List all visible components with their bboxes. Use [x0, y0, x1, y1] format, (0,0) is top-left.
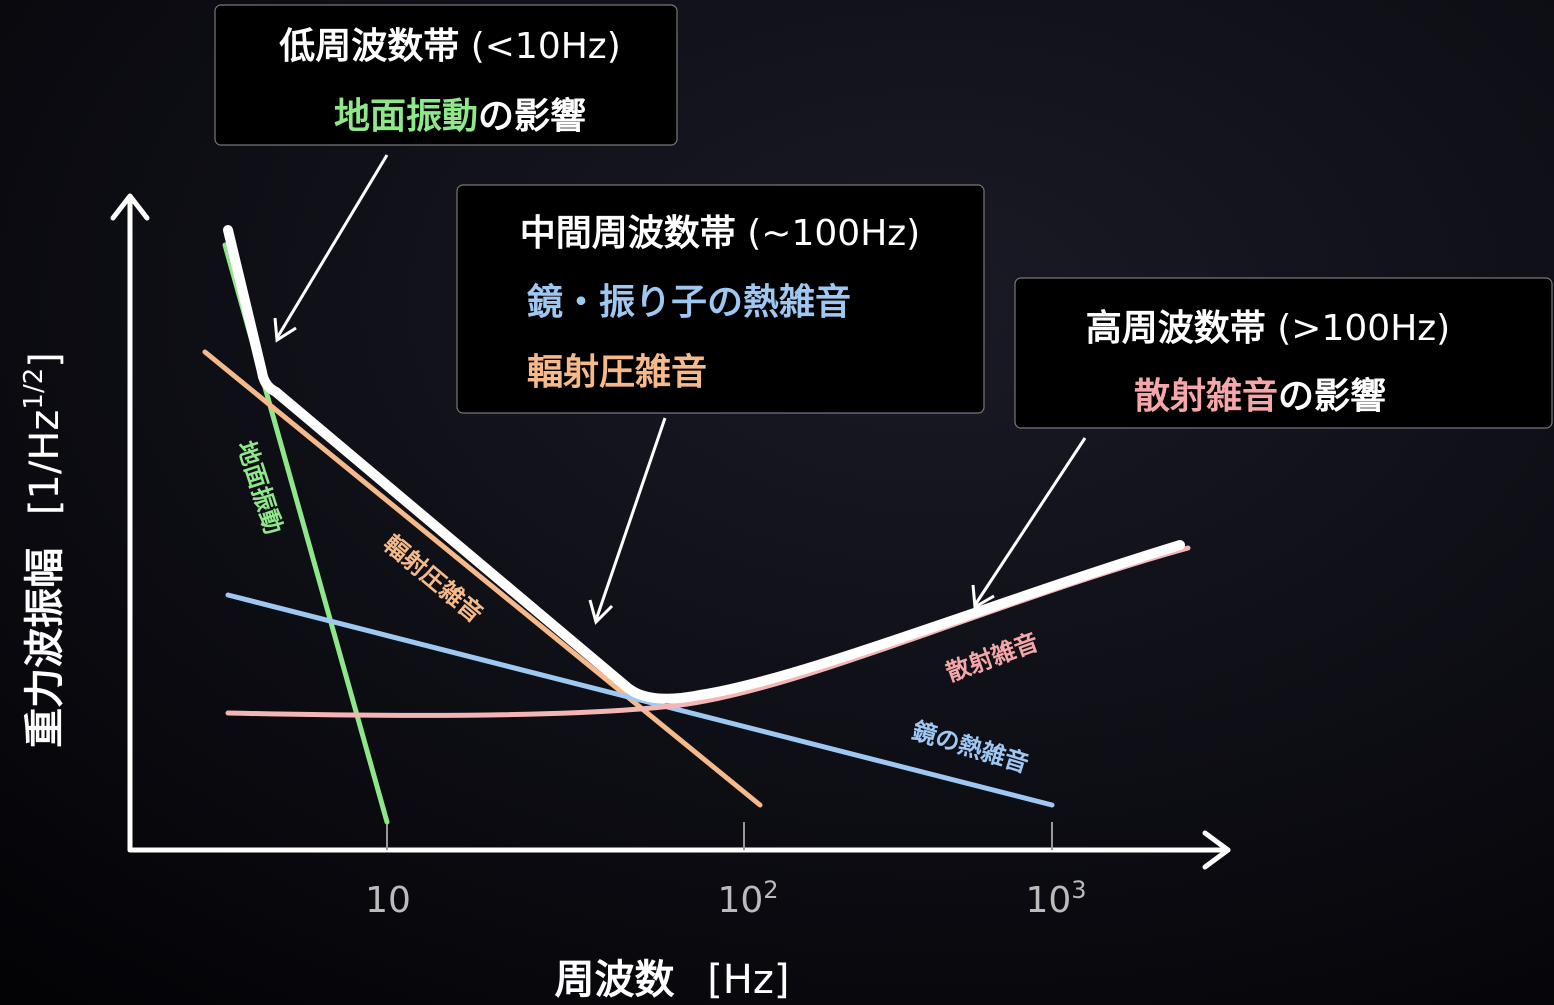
tick-exp: 2	[763, 876, 778, 904]
callout-heading: 高周波数帯 (>100Hz)	[1086, 308, 1450, 349]
band-name: 低周波数帯	[279, 26, 459, 67]
y-axis-title: 重力波振幅 [1/Hz1/2]	[19, 352, 68, 748]
band-range: (<10Hz)	[471, 26, 621, 67]
highlight: 散射雑音	[1134, 376, 1278, 417]
pointer	[973, 437, 1087, 606]
axis-unit: ]	[22, 352, 68, 368]
band-range: (>100Hz)	[1277, 308, 1450, 349]
callout-box	[1014, 277, 1553, 429]
y-arrow	[110, 193, 150, 221]
band-name: 中間周波数帯	[520, 213, 736, 254]
callout-line: 散射雑音の影響	[1134, 375, 1386, 417]
pointer-head	[588, 599, 614, 625]
tick-base: 10	[365, 880, 411, 921]
suffix: の影響	[1278, 375, 1386, 417]
callout-line: 鏡・振り子の熱雑音	[527, 282, 851, 323]
highlight: 地面振動	[334, 96, 478, 137]
axes	[110, 193, 1231, 870]
callout-line: 地面振動の影響	[334, 95, 586, 137]
total-curve	[223, 225, 1185, 704]
callout-box	[214, 4, 678, 146]
x-arrow	[1202, 830, 1231, 870]
axis-label: 重力波振幅	[22, 548, 68, 748]
callout-heading: 低周波数帯 (<10Hz)	[279, 26, 621, 67]
x-tick-label: 102	[717, 876, 778, 921]
callout-line: 輻射圧雑音	[527, 352, 707, 393]
x-axis-title: 周波数 [Hz]	[554, 957, 789, 1003]
pointers	[273, 154, 1087, 625]
radiation-curve	[202, 349, 763, 808]
band-name: 高周波数帯	[1086, 308, 1266, 349]
thermal-curve	[225, 592, 1055, 808]
curves	[202, 225, 1191, 825]
tick-base: 10	[1025, 880, 1071, 921]
x-tick-label: 103	[1025, 876, 1086, 921]
ticks	[386, 822, 1053, 850]
axis-unit-exp: 1/2	[19, 368, 49, 410]
suffix: の影響	[478, 95, 586, 137]
axis-label: 周波数	[554, 957, 674, 1003]
axis-unit: [Hz]	[707, 957, 789, 1003]
tick-exp: 3	[1071, 876, 1086, 904]
axis-unit: [1/Hz	[22, 410, 68, 516]
pointer	[594, 417, 667, 621]
pointer-head	[971, 584, 995, 610]
tick-base: 10	[717, 880, 763, 921]
x-tick-labels: 10 102 103	[365, 876, 1086, 921]
callout-heading: 中間周波数帯 (~100Hz)	[520, 213, 920, 254]
band-range: (~100Hz)	[747, 213, 920, 254]
pointer-head	[273, 317, 297, 343]
x-tick-label: 10	[365, 880, 411, 921]
pointer	[275, 154, 389, 339]
callout-box	[456, 184, 985, 414]
